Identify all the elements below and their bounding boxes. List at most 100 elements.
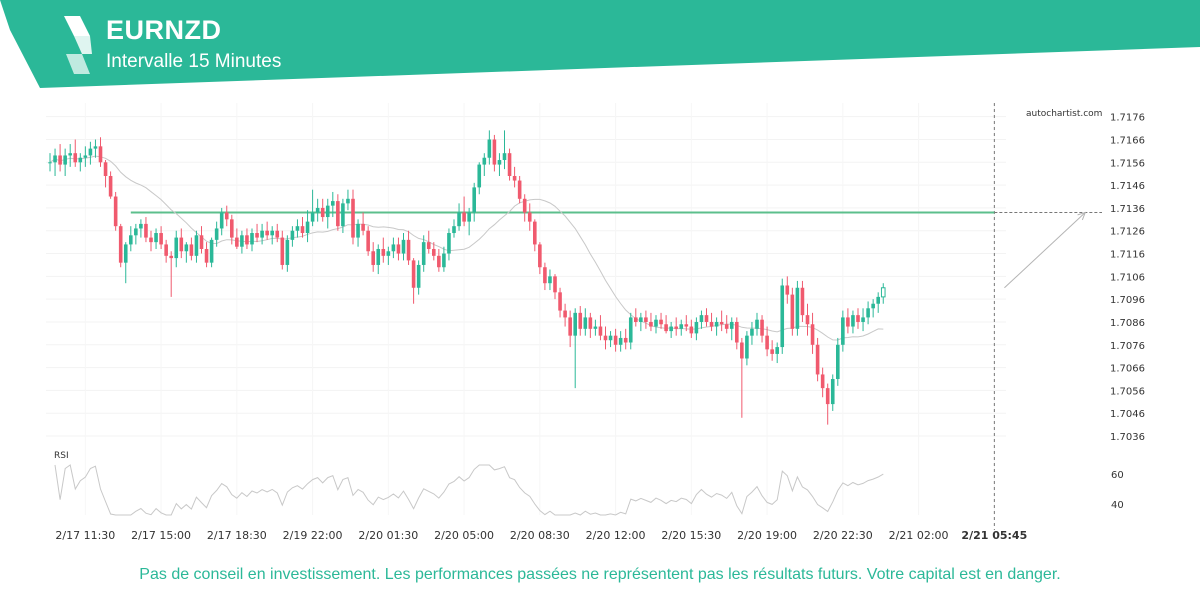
candle-body [154,233,158,243]
candle-body [265,230,269,236]
candle-body [613,335,618,345]
moving-average-line [49,155,884,341]
x-tick-label: 2/19 22:00 [283,529,343,542]
candle-body [608,335,613,341]
candle-body [391,244,396,252]
candle-body [825,388,830,405]
candle-body [371,251,375,265]
candle-body [416,264,421,288]
candle-body [442,253,446,268]
candle-body [800,287,805,316]
candle-body [846,317,850,327]
candle-body [578,312,583,329]
candle-body [644,317,648,322]
projection-arrow-line [1004,212,1086,289]
y-tick-label: 1.7096 [1110,295,1145,306]
candle-body [396,244,401,254]
candle-body [230,219,234,238]
x-tick-label: 2/20 05:00 [434,529,494,542]
candle-body [714,321,719,327]
interval-subtitle: Intervalle 15 Minutes [106,51,282,72]
rsi-line [54,464,884,516]
y-tick-label: 1.7056 [1110,386,1145,397]
candle-body [477,164,482,188]
y-tick-label: 1.7076 [1110,341,1145,352]
candle-body [659,319,663,325]
candle-body [98,146,103,163]
projection-arrow-head [1077,211,1087,221]
candles [48,130,886,425]
candle-body [482,157,487,165]
candle-body [628,317,633,343]
y-tick-label: 1.7166 [1110,135,1145,146]
y-tick-label: 1.7046 [1110,409,1145,420]
y-tick-label: 1.7066 [1110,364,1145,375]
x-axis-ticks: 2/17 11:30 2/17 15:00 2/17 18:30 2/19 22:00… [55,529,1027,542]
candle-body [573,312,577,336]
candle-body [315,207,320,213]
x-tick-label: 2/17 18:30 [207,529,267,542]
candle-body [699,315,704,322]
candle-body [467,212,471,222]
candle-body [331,201,335,206]
candle-body [432,248,436,256]
brand-logo-icon [64,16,92,74]
candle-body [290,230,295,240]
candle-body [386,251,391,256]
candle-body [830,379,835,405]
candle-body [583,317,588,329]
candle-body [280,237,285,265]
candle-body [179,237,184,252]
candle-body [841,317,845,345]
candle-body [472,187,476,213]
candle-body [336,201,340,227]
candle-body [73,153,78,163]
candle-body [669,326,673,332]
candle-body [649,321,653,327]
candle-body [558,292,562,311]
candle-body [760,319,764,336]
candle-body [861,317,865,322]
y-tick-label: 1.7156 [1110,158,1145,169]
candle-body [851,315,855,327]
candle-body [194,235,199,256]
candle-body [401,239,406,254]
candle-body [270,230,274,236]
candle-body [543,267,547,284]
candle-body [58,155,62,165]
candle-body [522,198,527,213]
candle-body [224,212,229,220]
candle-body [568,317,572,336]
candle-body [740,342,744,359]
x-tick-label: 2/17 15:00 [131,529,191,542]
candle-body [664,324,668,332]
candle-body [775,347,779,354]
candle-body [356,223,360,238]
disclaimer: Pas de conseil en investissement. Les pe… [139,566,1061,583]
candle-body [144,223,148,238]
candle-body [785,285,790,295]
candle-body [538,244,542,268]
pair-title: EURNZD [106,15,222,45]
candle-body [300,226,305,234]
x-tick-label: 2/17 11:30 [55,529,115,542]
candle-body [623,337,628,343]
candle-body [790,294,795,329]
y-tick-label: 1.7136 [1110,204,1145,215]
candle-body [123,244,128,263]
candle-body [325,205,330,218]
x-tick-label: 2/20 22:30 [813,529,873,542]
candle-body [406,239,411,261]
x-tick-label: 2/20 01:30 [358,529,418,542]
candle-body [654,319,658,327]
candle-body [255,233,259,238]
y-tick-label: 1.7106 [1110,272,1145,283]
candle-body [411,260,416,288]
candle-body [88,148,93,156]
y-tick-label: 1.7116 [1110,250,1145,261]
candle-body [118,226,123,263]
candle-body [795,287,800,329]
candle-body [219,212,224,229]
rsi-tick-40: 40 [1111,500,1124,511]
candle-body [805,315,810,325]
